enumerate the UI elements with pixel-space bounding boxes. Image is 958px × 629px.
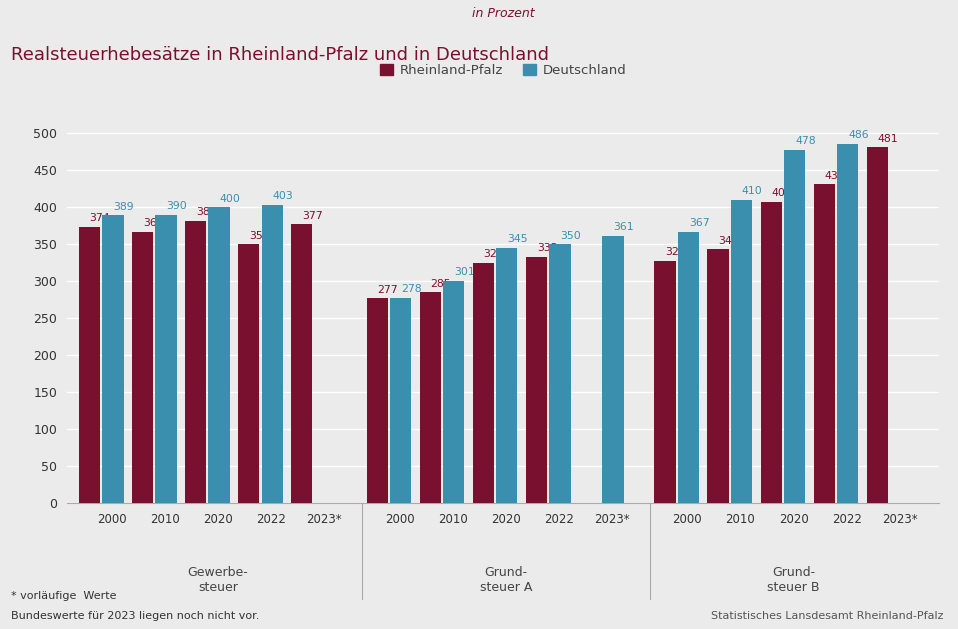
Text: Statistisches Lansdesamt Rheinland-Pfalz: Statistisches Lansdesamt Rheinland-Pfalz	[711, 611, 944, 621]
Text: 403: 403	[272, 191, 293, 201]
Text: 345: 345	[507, 235, 528, 244]
Text: 361: 361	[613, 223, 634, 233]
Text: 390: 390	[167, 201, 187, 211]
Bar	[185, 221, 206, 503]
Text: Grund-
steuer B: Grund- steuer B	[767, 566, 820, 594]
Text: 343: 343	[718, 236, 739, 246]
Bar	[603, 236, 624, 503]
Text: 407: 407	[771, 189, 792, 199]
Text: 367: 367	[143, 218, 164, 228]
Text: Gewerbe-
steuer: Gewerbe- steuer	[188, 566, 248, 594]
Bar	[367, 298, 388, 503]
Text: 328: 328	[665, 247, 686, 257]
Text: 301: 301	[454, 267, 475, 277]
Text: 367: 367	[689, 218, 710, 228]
Text: 389: 389	[113, 202, 134, 212]
Bar	[496, 248, 517, 503]
Text: 478: 478	[795, 136, 815, 146]
Text: 431: 431	[825, 170, 845, 181]
Text: 377: 377	[302, 211, 323, 221]
Text: 374: 374	[90, 213, 110, 223]
Text: Bundeswerte für 2023 liegen noch nicht vor.: Bundeswerte für 2023 liegen noch nicht v…	[11, 611, 260, 621]
Text: 400: 400	[219, 194, 240, 204]
Bar	[731, 200, 752, 503]
Text: 481: 481	[878, 134, 899, 143]
Legend: Rheinland-Pfalz, Deutschland: Rheinland-Pfalz, Deutschland	[375, 58, 631, 82]
Bar	[291, 225, 312, 503]
Bar	[239, 244, 260, 503]
Text: in Prozent: in Prozent	[471, 7, 535, 20]
Text: Grund-
steuer A: Grund- steuer A	[480, 566, 532, 594]
Text: 325: 325	[484, 249, 504, 259]
Bar	[444, 281, 465, 503]
Bar	[837, 143, 858, 503]
Bar	[678, 231, 699, 503]
Bar	[813, 184, 835, 503]
Bar	[209, 208, 230, 503]
Bar	[784, 150, 806, 503]
Text: 285: 285	[430, 279, 451, 289]
Bar	[708, 250, 729, 503]
Text: 350: 350	[249, 231, 269, 241]
Text: 382: 382	[195, 207, 217, 217]
Text: 278: 278	[401, 284, 422, 294]
Bar	[155, 214, 176, 503]
Text: 410: 410	[741, 186, 763, 196]
Text: Realsteuerhebesätze in Rheinland-Pfalz und in Deutschland: Realsteuerhebesätze in Rheinland-Pfalz u…	[11, 46, 550, 64]
Bar	[654, 260, 675, 503]
Bar	[103, 216, 124, 503]
Bar	[526, 257, 547, 503]
Bar	[79, 226, 100, 503]
Text: 350: 350	[560, 231, 581, 241]
Text: 277: 277	[377, 284, 399, 294]
Text: 486: 486	[848, 130, 869, 140]
Bar	[761, 202, 782, 503]
Bar	[473, 263, 494, 503]
Bar	[262, 205, 283, 503]
Bar	[132, 231, 153, 503]
Text: * vorläufige  Werte: * vorläufige Werte	[11, 591, 117, 601]
Bar	[390, 298, 411, 503]
Bar	[867, 147, 888, 503]
Text: 333: 333	[536, 243, 558, 253]
Bar	[549, 244, 571, 503]
Bar	[420, 292, 441, 503]
